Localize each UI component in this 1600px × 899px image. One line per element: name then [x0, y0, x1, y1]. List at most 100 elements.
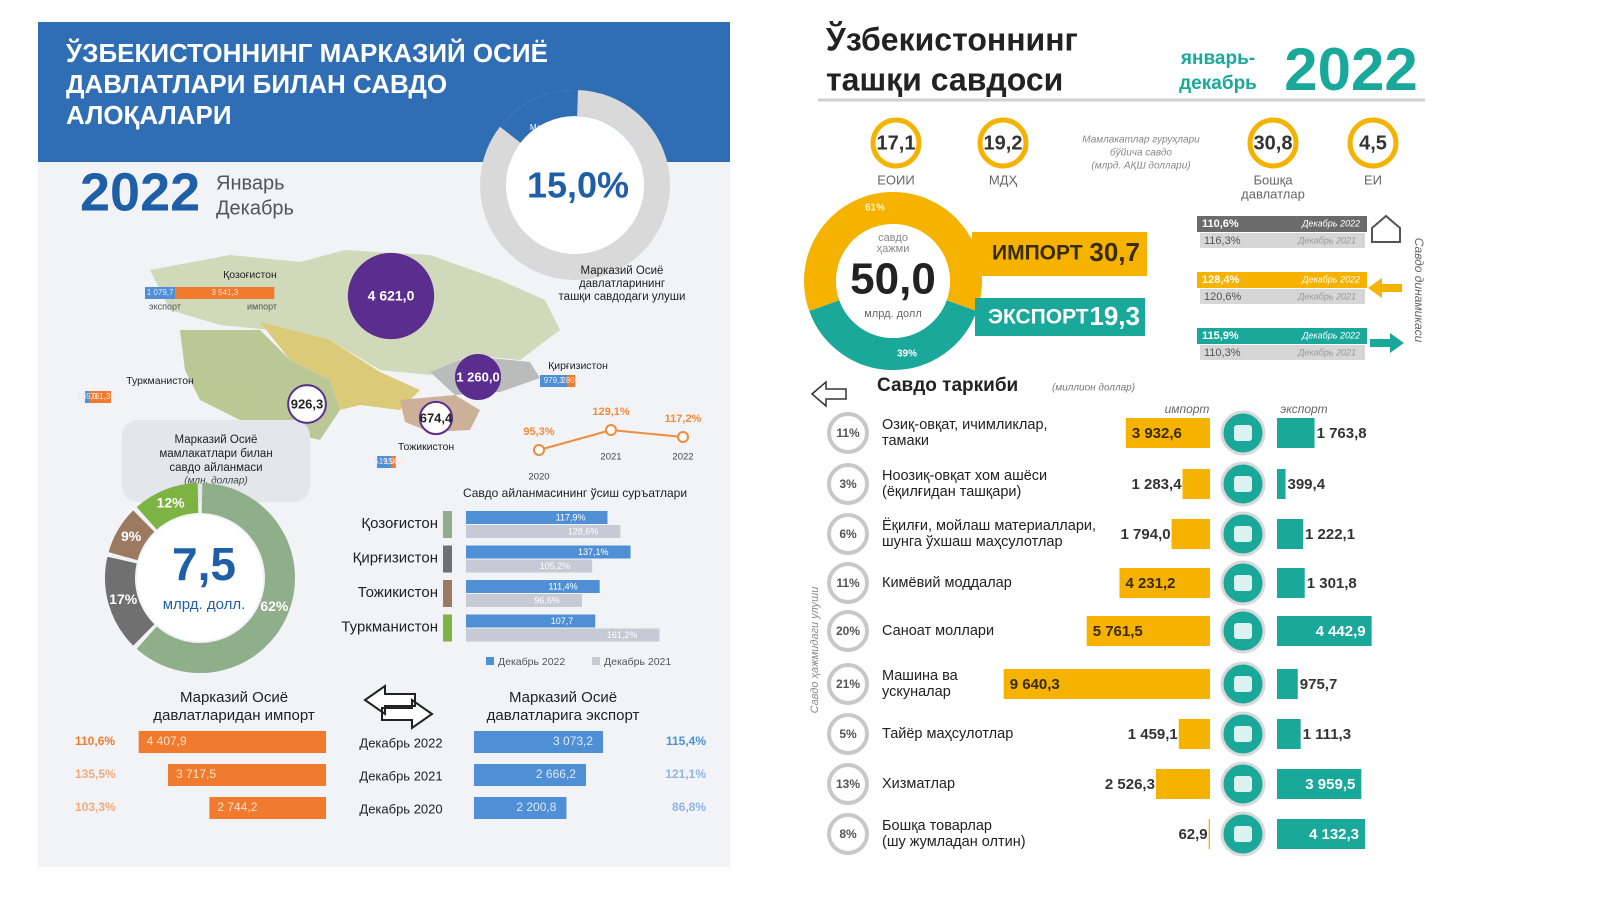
rates-value: 137,1%	[578, 547, 609, 557]
export-value: 1 079,7	[147, 288, 174, 297]
dynamics-previous-period: Декабрь 2021	[1297, 347, 1356, 357]
rates-swatch	[443, 511, 452, 538]
rates-bar	[466, 525, 621, 538]
import-value: 30,7	[1089, 237, 1140, 267]
share-name: Марказий	[530, 123, 566, 132]
volume-segment	[804, 192, 982, 312]
import-bar	[1182, 469, 1210, 499]
right-period: декабрь	[1179, 73, 1257, 94]
share-circle	[827, 610, 869, 652]
country-name: Қозоғистон	[223, 269, 277, 281]
share-circle	[827, 513, 869, 555]
rates-bar	[466, 580, 600, 593]
row-share: 3%	[839, 477, 857, 491]
left-year: 2022	[80, 162, 200, 222]
turnover-caption: мамлакатлари билан	[159, 448, 272, 460]
export-value: 399,4	[1288, 476, 1326, 493]
rates-bar	[466, 545, 631, 559]
group-value: 17,1	[877, 132, 916, 154]
dynamics-previous: 110,3%	[1204, 347, 1241, 359]
growth-label: 117,2%	[665, 413, 702, 425]
import-bar	[1155, 769, 1210, 799]
volume-segment	[809, 299, 977, 370]
rates-swatch	[443, 614, 452, 642]
share-title: Савдо ҳажмидаги улуши	[809, 587, 821, 714]
country-name: Тожикистон	[398, 441, 454, 453]
import-bar	[175, 287, 275, 299]
share-circle	[827, 412, 869, 454]
volume-unit: млрд. долл	[864, 308, 922, 320]
turnover-circle	[454, 353, 502, 401]
rates-country: Тожикистон	[358, 584, 438, 601]
export-value: 2 200,8	[516, 800, 556, 814]
dynamics-current: 110,6%	[1202, 218, 1239, 230]
import-value: 9 640,3	[1010, 676, 1060, 693]
export-value: 3 959,5	[1305, 776, 1355, 793]
row-share: 11%	[836, 426, 860, 440]
country-name: Қирғизистон	[548, 360, 608, 372]
rates-bar	[466, 594, 582, 607]
dynamics-previous: 120,6%	[1204, 291, 1242, 303]
groups-note: (млрд. АҚШ доллари)	[1091, 161, 1190, 172]
import-bar	[1208, 819, 1210, 849]
export-bar	[377, 456, 392, 468]
import-value: 280,7	[561, 376, 582, 385]
row-name: тамаки	[882, 433, 929, 449]
column-export: экспорт	[1280, 402, 1327, 416]
group-name: давлатлар	[1241, 186, 1305, 201]
share-ring-inner	[506, 116, 644, 254]
share-caption: ташқи савдодаги улуши	[559, 291, 686, 303]
export-title: Марказий Осиё	[509, 689, 617, 706]
import-bar	[567, 375, 576, 387]
legend-import: импорт	[247, 301, 277, 311]
row-share: 8%	[839, 827, 857, 841]
import-value: 1 794,0	[1121, 526, 1171, 543]
share-name: Осиё	[538, 134, 558, 143]
export-bar	[1277, 568, 1305, 598]
donut-label: 17%	[109, 591, 138, 607]
row-share: 21%	[836, 677, 860, 691]
export-bar	[540, 375, 568, 387]
rates-value: 105,2%	[540, 561, 571, 571]
donut-segment	[108, 510, 155, 561]
volume-label: 61%	[865, 203, 885, 214]
growth-point	[533, 444, 545, 456]
row-name: Хизматлар	[882, 776, 955, 792]
import-bar	[138, 731, 326, 753]
growth-point	[677, 431, 689, 444]
growth-year: 2021	[600, 452, 621, 463]
period-label: Декабрь 2020	[359, 801, 442, 816]
volume-label: 39%	[897, 349, 917, 360]
group-value: 19,2	[984, 132, 1023, 154]
volume-total: 50,0	[850, 255, 936, 304]
import-value: 3 932,6	[1132, 425, 1182, 442]
row-share: 5%	[839, 727, 857, 741]
right-year: 2022	[1284, 36, 1417, 103]
rates-value: 111,4%	[548, 581, 577, 591]
group-name: Бошқа	[1253, 172, 1293, 187]
donut-label: 62%	[260, 598, 289, 614]
turnover-unit: (млн. доллар)	[184, 476, 248, 487]
dynamics-current-period: Декабрь 2022	[1301, 330, 1360, 340]
rates-title: Савдо айланмасининг ўсиш суръатлари	[463, 486, 687, 500]
share-caption: Марказий Осиё	[581, 265, 664, 277]
rates-value: 128,6%	[568, 526, 599, 536]
left-title: ЎЗБЕКИСТОННИНГ МАРКАЗИЙ ОСИЁ	[65, 38, 548, 68]
donut-label: 12%	[157, 494, 186, 510]
right-period: январь-	[1180, 48, 1255, 69]
row-name: ускуналар	[882, 684, 951, 700]
turnover-value: 926,3	[291, 396, 324, 411]
turnover-value: 4 621,0	[368, 288, 415, 304]
donut-segment	[136, 483, 199, 530]
donut-label: 9%	[121, 528, 142, 544]
groups-note: бўйича савдо	[1110, 147, 1172, 159]
share-circle	[827, 562, 869, 604]
export-growth: 115,4%	[666, 734, 706, 748]
right-title: Ўзбекистоннинг	[825, 21, 1078, 57]
export-bar	[1277, 519, 1304, 549]
import-bar	[1119, 568, 1210, 598]
growth-label: 95,3%	[523, 426, 554, 438]
legend-export: экспорт	[149, 301, 181, 311]
export-growth: 86,8%	[672, 800, 706, 814]
